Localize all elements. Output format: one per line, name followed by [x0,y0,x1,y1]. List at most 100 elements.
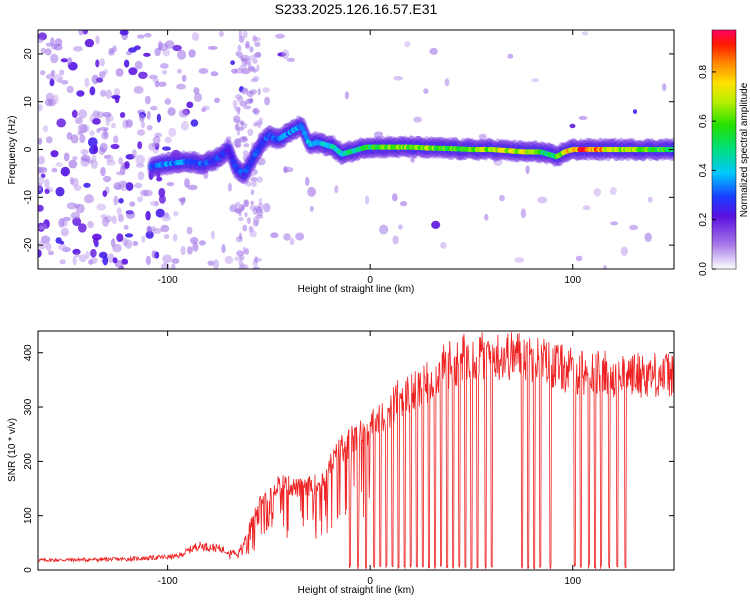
noise-blob [537,196,548,204]
noise-blob [80,154,91,162]
noise-blob [203,169,209,180]
noise-blob [225,136,232,142]
noise-blob [423,88,429,94]
noise-blob [171,258,180,264]
noise-blob [45,92,54,102]
noise-blob [249,89,257,95]
ridge-core [302,130,308,136]
noise-blob [632,109,638,114]
noise-blob [250,177,258,182]
noise-blob [247,172,255,177]
noise-blob [246,217,251,225]
noise-blob [118,198,124,204]
noise-blob [245,43,250,49]
noise-blob [102,111,112,118]
noise-blob [241,136,248,141]
noise-blob [92,233,102,241]
noise-blob [73,45,83,52]
noise-blob [162,146,171,151]
noise-blob [620,246,628,256]
noise-blob [236,236,243,243]
noise-blob [99,142,108,153]
noise-blob [232,99,238,109]
noise-blob [250,142,257,148]
noise-blob [194,92,202,103]
noise-blob [531,78,540,83]
noise-blob [193,87,200,95]
noise-blob [138,71,148,80]
ridge-core [300,126,306,132]
noise-blob [74,117,83,125]
noise-blob [83,126,88,132]
ridge-core [230,158,237,165]
noise-blob [221,244,226,254]
noise-blob [186,101,194,109]
noise-blob [582,205,591,211]
noise-blob [129,201,136,207]
noise-blob [236,250,244,257]
colorbar-tick-label: 0.2 [698,212,709,226]
noise-blob [105,89,112,99]
noise-blob [164,40,175,49]
noise-blob [44,178,50,189]
snr-x-axis-label: Height of straight line (km) [298,585,415,596]
noise-blob [100,166,106,177]
noise-blob [125,210,136,219]
noise-blob [111,122,116,129]
noise-blob [78,30,84,36]
noise-blob [119,112,126,118]
noise-blob [77,223,87,233]
noise-blob [154,201,159,207]
noise-blob [254,41,261,47]
noise-blob [253,76,260,81]
noise-blob [344,91,349,100]
noise-blob [162,254,172,264]
noise-blob [96,77,104,83]
noise-blob [392,193,398,202]
noise-blob [252,35,257,43]
noise-blob [115,68,124,77]
noise-blob [578,115,588,120]
noise-blob [60,58,68,63]
noise-blob [137,196,144,203]
noise-blob [146,225,153,234]
noise-blob [99,58,106,67]
noise-blob [66,132,73,140]
noise-blob [398,224,403,230]
noise-blob [307,186,316,197]
noise-blob [92,118,101,125]
noise-blob [55,186,65,197]
noise-blob [59,259,66,265]
noise-blob [144,95,151,105]
noise-blob [146,110,151,120]
noise-blob [145,210,151,221]
noise-blob [124,233,134,238]
noise-blob [38,155,45,165]
noise-blob [128,67,138,76]
noise-blob [484,213,489,221]
noise-blob [198,240,206,246]
noise-blob [102,216,110,227]
noise-blob [190,237,199,245]
noise-blob [253,169,258,175]
noise-blob [50,70,56,76]
noise-blob [249,46,254,53]
x-tick-label: -100 [158,576,178,587]
noise-blob [234,106,241,112]
x-tick-label: 0 [367,275,373,286]
noise-blob [242,224,248,232]
noise-blob [116,207,122,216]
noise-blob [60,80,69,85]
y-tick-label: -20 [23,237,34,252]
noise-blob [60,227,69,237]
snr-line [38,332,674,570]
noise-blob [111,94,121,100]
noise-blob [119,264,124,269]
noise-blob [96,203,107,211]
noise-blob [431,220,441,229]
noise-blob [602,264,608,269]
noise-blob [93,144,98,154]
noise-blob [137,171,145,181]
noise-blob [164,98,171,105]
